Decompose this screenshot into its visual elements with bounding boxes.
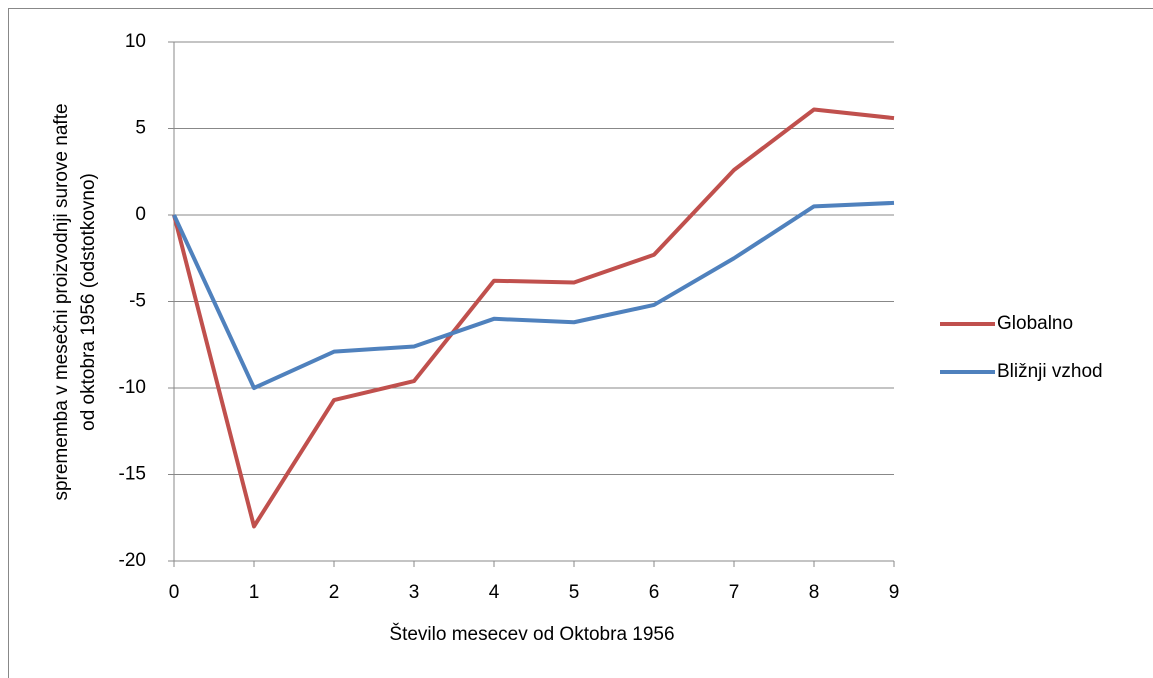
x-tick-label: 8 <box>809 582 820 603</box>
y-tick-label: -20 <box>119 550 146 571</box>
x-tick-label: 2 <box>329 582 340 603</box>
x-tick-label: 7 <box>729 582 740 603</box>
legend-label: Globalno <box>997 313 1073 334</box>
y-axis-label: od oktobra 1956 (odstotkovno) <box>78 173 99 431</box>
x-tick-label: 1 <box>249 582 260 603</box>
x-axis-label: Število mesecev od Oktobra 1956 <box>389 623 674 645</box>
x-tick-label: 3 <box>409 582 420 603</box>
y-tick-label: -15 <box>119 464 146 485</box>
x-tick-label: 6 <box>649 582 660 603</box>
x-tick-label: 9 <box>889 582 900 603</box>
y-tick-label: 10 <box>125 31 146 52</box>
y-tick-label: 0 <box>135 204 146 225</box>
x-tick-label: 5 <box>569 582 580 603</box>
y-tick-label: -10 <box>119 377 146 398</box>
series-line <box>172 200 895 390</box>
x-tick-label: 0 <box>169 582 180 603</box>
x-tick-label: 4 <box>489 582 500 603</box>
legend-label: Bližnji vzhod <box>997 361 1103 382</box>
series-line <box>172 107 895 529</box>
y-axis-label: sprememba v mesečni proizvodnji surove n… <box>51 103 72 500</box>
y-tick-label: 5 <box>135 118 146 139</box>
chart-frame <box>8 8 1153 678</box>
y-tick-label: -5 <box>129 291 146 312</box>
